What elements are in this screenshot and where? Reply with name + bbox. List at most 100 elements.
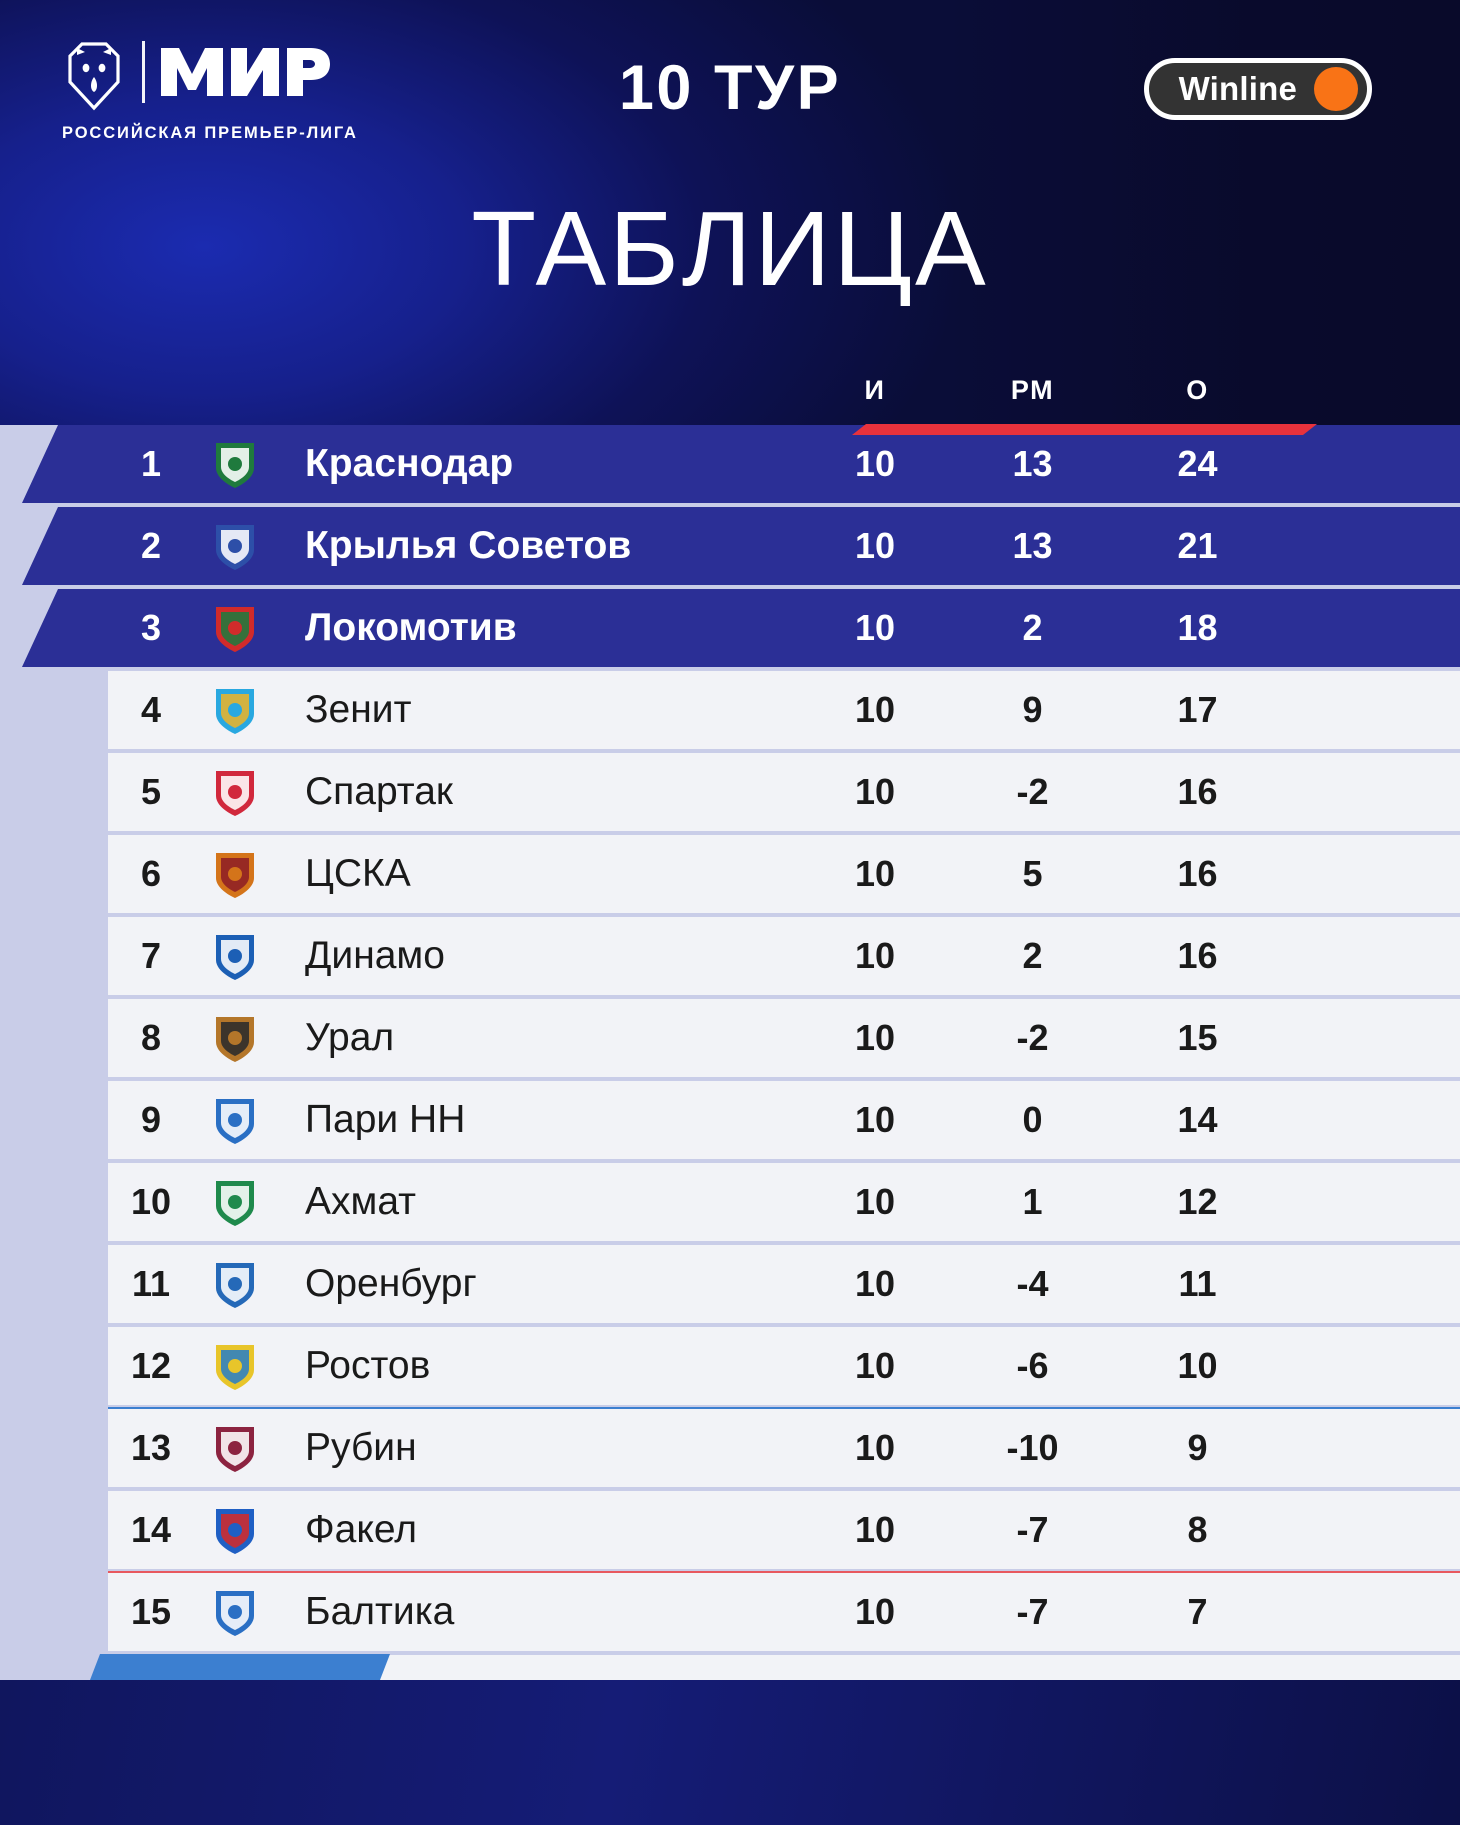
footer-accent-tab <box>90 1654 390 1680</box>
row-rank: 9 <box>140 1099 162 1140</box>
row-played: 10 <box>854 1099 896 1140</box>
row-team-name: Рубин <box>305 1426 417 1469</box>
row-points: 16 <box>1177 853 1218 894</box>
fakel-crest <box>212 1504 258 1556</box>
row-played: 10 <box>854 1591 896 1632</box>
row-points: 16 <box>1177 935 1218 976</box>
table-row[interactable]: 14 Факел 10 -7 8 <box>108 1491 1460 1569</box>
row-rank: 11 <box>131 1263 171 1304</box>
ural-crest <box>212 1012 258 1064</box>
table-row[interactable]: 7 Динамо 10 2 16 <box>108 917 1460 995</box>
row-played: 10 <box>854 525 896 566</box>
row-team-name: Урал <box>305 1016 395 1059</box>
column-header-points: О <box>1186 375 1209 405</box>
row-goal-diff: -10 <box>1006 1427 1059 1468</box>
header-red-accent-bar <box>852 424 1317 435</box>
row-points: 21 <box>1177 525 1218 566</box>
row-played: 10 <box>854 1345 896 1386</box>
table-row[interactable]: 4 Зенит 10 9 17 <box>108 671 1460 749</box>
table-row[interactable]: 13 Рубин 10 -10 9 <box>108 1409 1460 1487</box>
row-team-name: Ростов <box>305 1344 431 1387</box>
row-team-name: Динамо <box>305 934 445 977</box>
row-points: 10 <box>1177 1345 1218 1386</box>
row-goal-diff: 2 <box>1022 935 1043 976</box>
parinn-crest <box>212 1094 258 1146</box>
row-points: 12 <box>1177 1181 1218 1222</box>
row-team-name: ЦСКА <box>305 852 411 895</box>
row-rank: 6 <box>140 853 162 894</box>
table-row[interactable]: 5 Спартак 10 -2 16 <box>108 753 1460 831</box>
table-row[interactable]: 9 Пари НН 10 0 14 <box>108 1081 1460 1159</box>
row-team-name: Зенит <box>305 688 412 731</box>
mir-wordmark-icon <box>159 46 331 98</box>
row-goal-diff: -2 <box>1016 1017 1049 1058</box>
row-played: 10 <box>854 607 896 648</box>
table-row[interactable]: 8 Урал 10 -2 15 <box>108 999 1460 1077</box>
row-played: 10 <box>854 853 896 894</box>
table-row[interactable]: 15 Балтика 10 -7 7 <box>108 1573 1460 1651</box>
row-points: 11 <box>1178 1263 1217 1304</box>
row-played: 10 <box>854 771 896 812</box>
league-name-label: РОССИЙСКАЯ ПРЕМЬЕР-ЛИГА <box>62 124 358 142</box>
row-goal-diff: -7 <box>1016 1591 1049 1632</box>
spartak-crest <box>212 766 258 818</box>
row-points: 9 <box>1187 1427 1208 1468</box>
logo-divider <box>142 41 145 103</box>
table-row[interactable]: 10 Ахмат 10 1 12 <box>108 1163 1460 1241</box>
row-team-name: Балтика <box>305 1590 455 1633</box>
row-rank: 7 <box>140 935 162 976</box>
header-banner: РОССИЙСКАЯ ПРЕМЬЕР-ЛИГА 10 ТУР Winline Т… <box>0 0 1460 425</box>
rubin-crest <box>212 1422 258 1474</box>
row-goal-diff: -4 <box>1016 1263 1049 1304</box>
row-rank: 3 <box>140 607 162 648</box>
row-points: 15 <box>1177 1017 1218 1058</box>
row-points: 18 <box>1177 607 1218 648</box>
row-goal-diff: 5 <box>1022 853 1043 894</box>
column-headers: И РМ О <box>0 375 1460 415</box>
row-goal-diff: 9 <box>1022 689 1043 730</box>
sponsor-badge-winline[interactable]: Winline <box>1143 58 1372 120</box>
standings-rows: 1 Краснодар 10 13 24 2 Крылья Советов 10 13 21 3 Ло… <box>0 425 1460 1737</box>
row-played: 10 <box>854 1427 896 1468</box>
table-row[interactable]: 11 Оренбург 10 -4 11 <box>108 1245 1460 1323</box>
table-row[interactable]: 1 Краснодар 10 13 24 <box>22 425 1460 503</box>
row-team-name: Спартак <box>305 770 453 813</box>
row-played: 10 <box>854 1017 896 1058</box>
krylya-crest <box>212 520 258 572</box>
lokomotiv-crest <box>212 602 258 654</box>
page-title: ТАБЛИЦА <box>471 190 989 308</box>
zenit-crest <box>212 684 258 736</box>
row-points: 16 <box>1177 771 1218 812</box>
column-header-played: И <box>864 375 886 405</box>
footer-banner <box>0 1680 1460 1825</box>
row-played: 10 <box>854 443 896 484</box>
bear-shield-icon <box>60 32 128 112</box>
row-goal-diff: -7 <box>1016 1509 1049 1550</box>
sponsor-dot-icon <box>1314 67 1358 111</box>
column-header-goal-diff: РМ <box>1010 375 1055 405</box>
row-played: 10 <box>854 1509 896 1550</box>
row-points: 24 <box>1177 443 1218 484</box>
matchday-title: 10 ТУР <box>618 53 842 123</box>
row-team-name: Пари НН <box>305 1098 466 1141</box>
row-team-name: Локомотив <box>305 606 517 649</box>
row-played: 10 <box>854 935 896 976</box>
row-rank: 1 <box>140 443 162 484</box>
sponsor-name-label: Winline <box>1178 70 1297 107</box>
table-row[interactable]: 6 ЦСКА 10 5 16 <box>108 835 1460 913</box>
row-rank: 10 <box>130 1181 172 1222</box>
row-goal-diff: 2 <box>1022 607 1043 648</box>
table-row[interactable]: 3 Локомотив 10 2 18 <box>22 589 1460 667</box>
row-team-name: Краснодар <box>305 442 514 485</box>
table-row[interactable]: 12 Ростов 10 -6 10 <box>108 1327 1460 1405</box>
row-goal-diff: 13 <box>1012 443 1053 484</box>
cska-crest <box>212 848 258 900</box>
row-rank: 2 <box>140 525 162 566</box>
table-row[interactable]: 2 Крылья Советов 10 13 21 <box>22 507 1460 585</box>
akhmat-crest <box>212 1176 258 1228</box>
row-played: 10 <box>854 1263 896 1304</box>
orenburg-crest <box>212 1258 258 1310</box>
row-rank: 15 <box>130 1591 172 1632</box>
row-played: 10 <box>854 689 896 730</box>
rostov-crest <box>212 1340 258 1392</box>
